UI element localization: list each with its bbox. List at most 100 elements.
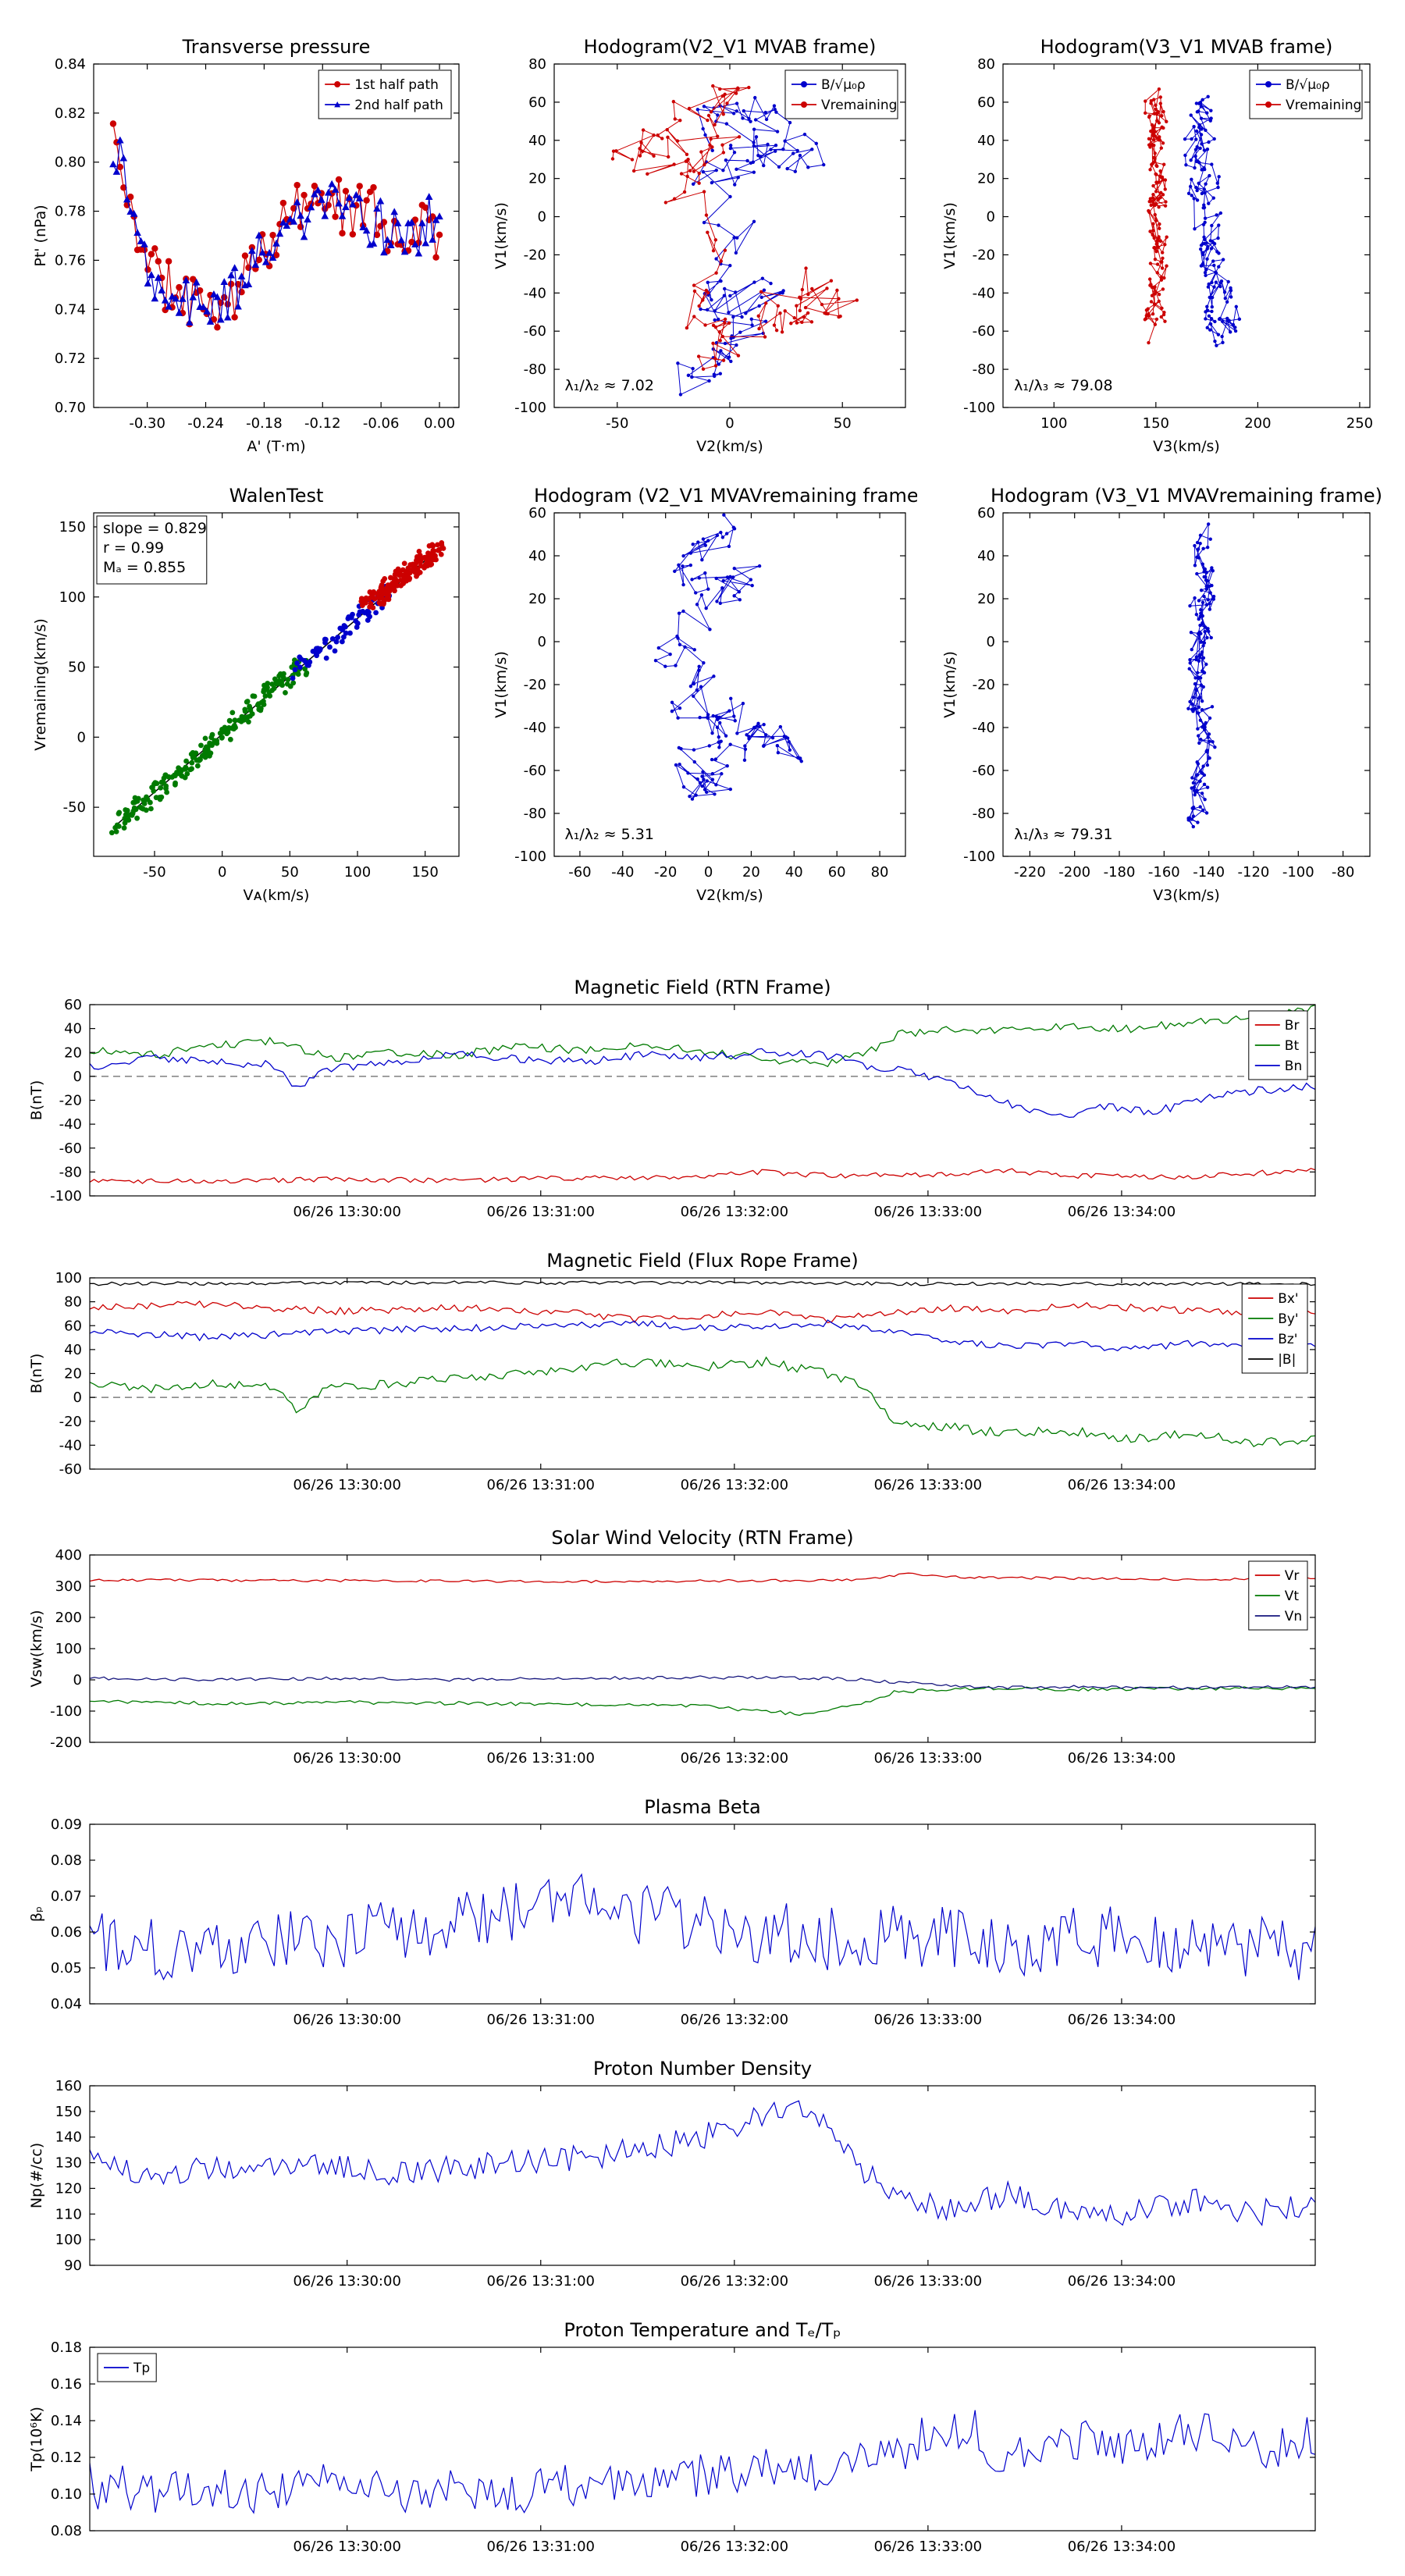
- circle-marker: [1144, 99, 1147, 103]
- triangle-marker: [133, 229, 141, 237]
- circle-marker: [798, 308, 802, 313]
- triangle-marker: [293, 198, 301, 205]
- circle-marker: [1201, 252, 1205, 257]
- circle-marker: [716, 717, 720, 721]
- circle-marker: [735, 731, 739, 735]
- circle-marker: [757, 326, 761, 331]
- circle-marker: [691, 182, 695, 187]
- circle-marker: [1193, 154, 1197, 158]
- circle-marker: [1151, 133, 1155, 137]
- circle-marker: [646, 172, 649, 176]
- circle-marker: [1204, 182, 1208, 186]
- circle-marker: [1208, 602, 1211, 606]
- triangle-marker: [261, 258, 270, 265]
- circle-marker: [1193, 676, 1197, 680]
- circle-marker: [801, 81, 807, 87]
- circle-marker: [269, 681, 276, 687]
- series-group: [90, 1005, 1315, 1184]
- triangle-marker: [116, 136, 124, 144]
- y-tick-label: 0: [73, 1069, 82, 1085]
- axes-frame: [89, 1554, 1316, 1743]
- circle-marker: [1147, 199, 1151, 204]
- x-tick-label: 40: [785, 864, 803, 881]
- circle-marker: [692, 694, 695, 699]
- circle-marker: [704, 213, 709, 217]
- circle-marker: [721, 578, 725, 583]
- circle-marker: [749, 578, 753, 582]
- circle-marker: [109, 120, 117, 127]
- circle-marker: [690, 578, 694, 582]
- circle-marker: [747, 116, 751, 121]
- y-tick-label: -100: [50, 1188, 82, 1204]
- circle-marker: [1153, 212, 1157, 217]
- y-axis-label: V1(km/s): [493, 651, 510, 718]
- y-axis-label: V1(km/s): [941, 651, 959, 718]
- circle-marker: [686, 771, 690, 775]
- circle-marker: [663, 664, 667, 668]
- chart-svg-transverse-pressure: Transverse pressure -0.30 -0.24 -0.18 -0.12 -…: [32, 36, 460, 455]
- circle-marker: [800, 320, 804, 324]
- x-tick-label: 06/26 13:32:00: [681, 2273, 788, 2290]
- circle-marker: [1153, 322, 1158, 326]
- circle-marker: [753, 95, 757, 100]
- circle-marker: [1217, 251, 1221, 255]
- circle-marker: [688, 795, 692, 799]
- circle-marker: [1200, 127, 1204, 131]
- x-tick-label: 06/26 13:31:00: [487, 1204, 595, 1220]
- circle-marker: [823, 311, 827, 315]
- circle-marker: [1196, 547, 1200, 551]
- circle-marker: [762, 743, 766, 748]
- circle-marker: [780, 330, 784, 334]
- circle-marker: [368, 600, 374, 607]
- circle-marker: [702, 788, 707, 792]
- circle-marker: [1202, 570, 1206, 574]
- circle-marker: [1158, 95, 1162, 99]
- circle-marker: [1148, 283, 1152, 287]
- circle-marker: [194, 763, 201, 769]
- triangle-marker: [192, 278, 201, 286]
- circle-marker: [721, 168, 725, 173]
- circle-marker: [755, 724, 759, 728]
- y-tick-label: 0.08: [51, 1852, 82, 1869]
- x-tick-label: 06/26 13:30:00: [293, 2273, 400, 2290]
- circle-marker: [350, 611, 355, 617]
- circle-marker: [435, 547, 441, 553]
- circle-marker: [692, 169, 696, 173]
- circle-marker: [1208, 716, 1212, 720]
- triangle-marker: [324, 188, 333, 196]
- circle-marker: [241, 252, 249, 259]
- circle-marker: [763, 335, 767, 339]
- circle-marker: [1210, 280, 1214, 285]
- circle-marker: [712, 674, 716, 678]
- y-tick-label: 0.84: [55, 56, 86, 73]
- circle-marker: [725, 764, 729, 768]
- circle-marker: [373, 610, 379, 616]
- circle-marker: [1195, 110, 1200, 114]
- circle-marker: [1209, 247, 1214, 251]
- x-tick-label: 06/26 13:31:00: [487, 2539, 595, 2555]
- circle-marker: [1197, 599, 1201, 603]
- x-tick-label: -0.12: [304, 415, 341, 432]
- circle-marker: [713, 238, 718, 242]
- x-tick-label: 06/26 13:33:00: [874, 2539, 982, 2555]
- axes-frame: [89, 2085, 1316, 2266]
- circle-marker: [1203, 629, 1207, 634]
- circle-marker: [1161, 177, 1165, 182]
- circle-marker: [114, 822, 120, 828]
- info-box: slope = 0.829 r = 0.99 Mₐ = 0.855: [96, 515, 208, 585]
- circle-marker: [1211, 568, 1215, 573]
- x-tick-label: 150: [1143, 415, 1169, 432]
- circle-marker: [1193, 793, 1197, 797]
- circle-marker: [656, 133, 660, 137]
- circle-marker: [397, 570, 403, 576]
- circle-marker: [391, 217, 398, 225]
- circle-marker: [417, 552, 423, 558]
- x-tick-label: 06/26 13:30:00: [293, 1477, 400, 1493]
- circle-marker: [438, 551, 444, 557]
- circle-marker: [759, 155, 763, 158]
- triangle-marker: [161, 296, 169, 304]
- circle-marker: [1200, 98, 1204, 101]
- circle-marker: [1153, 258, 1158, 262]
- circle-marker: [728, 787, 733, 792]
- circle-marker: [411, 216, 419, 223]
